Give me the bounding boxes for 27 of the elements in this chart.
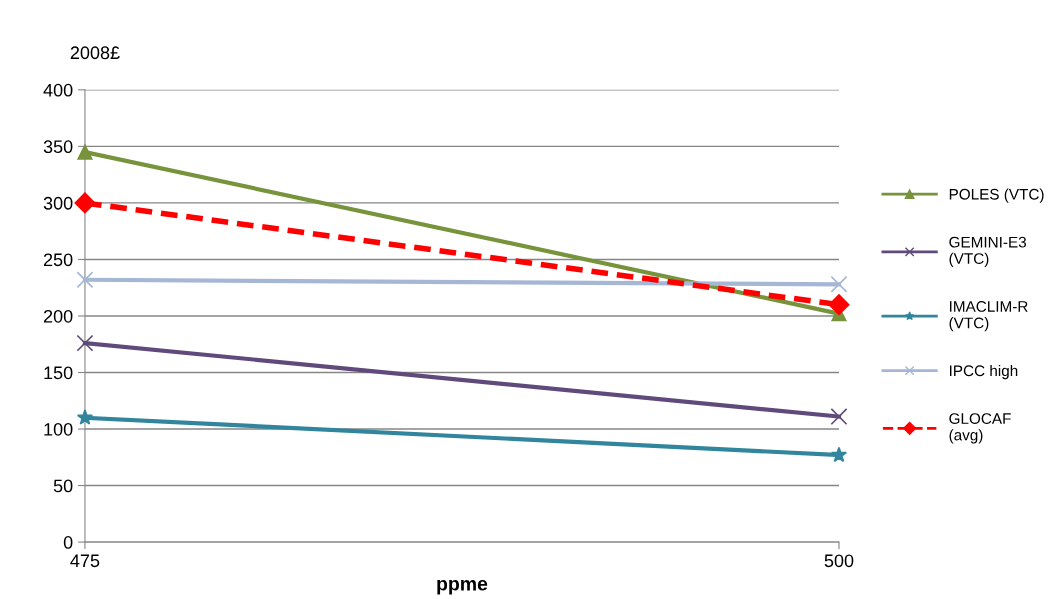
- y-tick-label: 150: [44, 366, 73, 380]
- point: [830, 275, 848, 293]
- y-tick-label: 200: [43, 309, 73, 323]
- y-tick-label: 400: [43, 83, 73, 97]
- point: [77, 144, 93, 160]
- legend-label: GLOCAF (avg): [949, 413, 1011, 444]
- y-tick-label: 100: [44, 422, 73, 436]
- point: [74, 192, 96, 214]
- point: [76, 271, 94, 289]
- point: [830, 446, 848, 463]
- y-tick-label: 50: [53, 479, 73, 493]
- x-tick-label: 500: [824, 554, 854, 568]
- y-axis-title: 2008£: [70, 46, 120, 60]
- y-tick-label: 300: [43, 196, 73, 210]
- y-tick-label: 0: [63, 536, 73, 549]
- legend-label: POLES (VTC): [949, 188, 1044, 203]
- legend-label: IPCC high: [950, 364, 1018, 380]
- point: [76, 334, 94, 352]
- point: [830, 408, 848, 426]
- legend-label: IMACLIM-R (VTC): [949, 301, 1028, 332]
- legend-label: GEMINI-E3 (VTC): [949, 236, 1027, 268]
- point: [828, 294, 850, 316]
- y-tick-label: 350: [43, 140, 73, 154]
- x-tick-label: 475: [70, 554, 100, 568]
- x-axis-title: ppme: [437, 579, 488, 595]
- y-tick-label: 250: [43, 253, 73, 267]
- point: [76, 409, 94, 425]
